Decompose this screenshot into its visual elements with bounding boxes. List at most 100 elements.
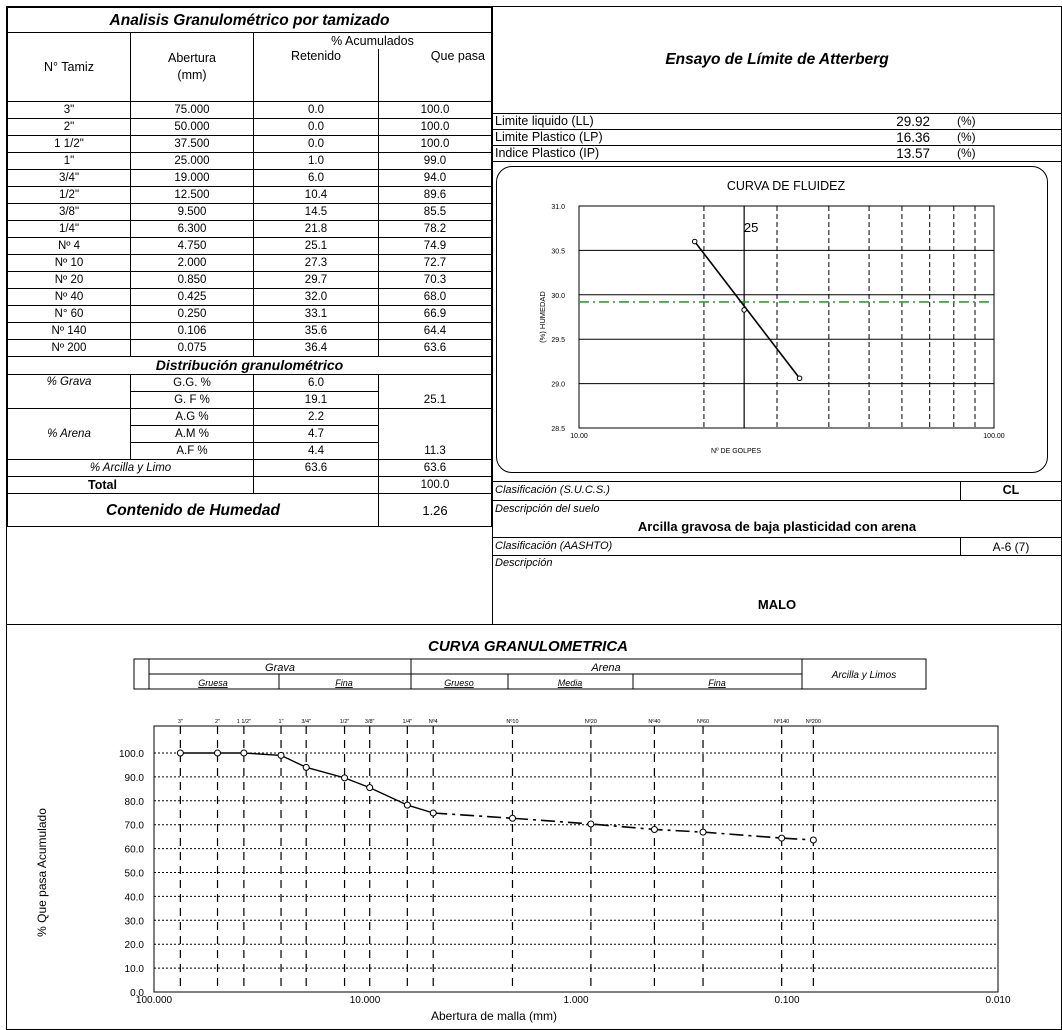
sieve-abertura-cell: 0.075 (130, 339, 254, 357)
sieve-abertura-cell: 9.500 (130, 203, 254, 221)
gran-sieve-label: Nº10 (506, 718, 518, 725)
sieve-table-title: Analisis Granulométrico por tamizado (7, 7, 492, 33)
arena-label: % Arena (7, 408, 131, 460)
gran-point (587, 820, 595, 828)
gran-ytick-label: 80.0 (125, 797, 145, 808)
gg-value: 6.0 (253, 374, 379, 392)
desc2-label: Descripción (495, 557, 553, 569)
desc-label: Descripción del suelo (495, 503, 600, 515)
class-rule-1 (492, 481, 1062, 482)
sieve-quepasa-cell: 100.0 (378, 135, 492, 153)
atterberg-bottom-rule (492, 161, 1062, 162)
sieve-row: 3" 75.000 0.0 100.0 (7, 101, 492, 119)
gran-point (302, 763, 310, 771)
bottom-rule (6, 624, 1062, 625)
sieve-retenido-cell: 0.0 (253, 118, 379, 136)
sieve-rows: 3" 75.000 0.0 100.0 2" 50.000 0.0 100.0 1 1/2" 37… (7, 101, 492, 357)
ag-label: A.G % (130, 408, 254, 426)
sieve-quepasa-cell: 72.7 (378, 254, 492, 272)
atterberg-row-rule (492, 129, 1062, 130)
class-rule-4 (492, 555, 1062, 556)
sieve-retenido-cell: 35.6 (253, 322, 379, 340)
sieve-tamiz-cell: 3/4" (7, 169, 131, 187)
sieve-quepasa-cell: 64.4 (378, 322, 492, 340)
gran-point (366, 784, 374, 792)
gran-sieve-label: Nº200 (806, 718, 821, 725)
total-value: 100.0 (378, 476, 492, 494)
gran-header-gruesa: Gruesa (198, 678, 228, 688)
sieve-retenido-cell: 1.0 (253, 152, 379, 170)
gran-xtick-label: 100.000 (136, 995, 173, 1006)
sieve-row: Nº 10 2.000 27.3 72.7 (7, 254, 492, 272)
arena-total: 11.3 (378, 408, 492, 460)
sieve-row: N° 60 0.250 33.1 66.9 (7, 305, 492, 323)
sieve-retenido-cell: 25.1 (253, 237, 379, 255)
gf-value: 19.1 (253, 391, 379, 409)
gran-header-arcilla: Arcilla y Limos (831, 670, 896, 681)
sieve-retenido-cell: 36.4 (253, 339, 379, 357)
col-acumulados: % Acumulados (253, 32, 492, 49)
granulometric-chart: CURVA GRANULOMETRICA Grava Arena Arcilla y … (35, 638, 1011, 1023)
gran-point (429, 809, 437, 817)
gf-label: G. F % (130, 391, 254, 409)
sieve-abertura-cell: 75.000 (130, 101, 254, 119)
class-rule-3 (492, 537, 1062, 538)
sieve-row: 1/2" 12.500 10.4 89.6 (7, 186, 492, 204)
sieve-row: 1" 25.000 1.0 99.0 (7, 152, 492, 170)
sieve-row: 1/4" 6.300 21.8 78.2 (7, 220, 492, 238)
sieve-tamiz-cell: 3/8" (7, 203, 131, 221)
sieve-retenido-cell: 27.3 (253, 254, 379, 272)
gran-header-arena: Arena (590, 662, 620, 674)
sieve-quepasa-cell: 63.6 (378, 339, 492, 357)
sieve-retenido-cell: 32.0 (253, 288, 379, 306)
gran-point (403, 801, 411, 809)
gran-point (508, 814, 516, 822)
ag-value: 2.2 (253, 408, 379, 426)
gran-header-grava: Grava (265, 662, 295, 674)
gran-header-fina-arena: Fina (708, 678, 726, 688)
atterberg-value: 29.92 (896, 114, 930, 129)
sieve-retenido-cell: 33.1 (253, 305, 379, 323)
sieve-row: Nº 20 0.850 29.7 70.3 (7, 271, 492, 289)
col-retenido: Retenido (253, 49, 379, 102)
sucs-divider (960, 481, 961, 500)
gran-header-media: Media (558, 678, 583, 688)
desc-value: Arcilla gravosa de baja plasticidad con … (637, 519, 917, 534)
fluidez-ytick-label: 28.5 (551, 426, 565, 433)
gran-sieve-label: 3/8" (365, 719, 375, 725)
sieve-quepasa-cell: 66.9 (378, 305, 492, 323)
sieve-abertura-cell: 25.000 (130, 152, 254, 170)
total-empty (253, 476, 379, 494)
fluidez-ytick-label: 30.5 (551, 248, 565, 255)
gran-sieve-label: 2" (215, 719, 220, 725)
gran-point (341, 774, 349, 782)
sieve-table: Analisis Granulométrico por tamizado N° … (7, 7, 492, 527)
gg-label: G.G. % (130, 374, 254, 392)
fluidez-point (691, 238, 698, 245)
atterberg-value: 13.57 (896, 146, 930, 161)
sieve-retenido-cell: 6.0 (253, 169, 379, 187)
col-quepasa: Que pasa (378, 49, 492, 102)
arcilla-label: % Arcilla y Limo (7, 459, 254, 477)
fluidez-ytick-label: 30.0 (551, 293, 565, 300)
sieve-quepasa-cell: 94.0 (378, 169, 492, 187)
gran-title: CURVA GRANULOMETRICA (428, 638, 628, 655)
sieve-tamiz-cell: 3" (7, 101, 131, 119)
gran-sieve-label: 1 1/2" (237, 719, 251, 725)
arcilla-total: 63.6 (378, 459, 492, 477)
gran-ytick-label: 50.0 (125, 869, 145, 880)
gran-xtick-label: 0.100 (774, 995, 799, 1006)
sieve-abertura-cell: 0.106 (130, 322, 254, 340)
sucs-label: Clasificación (S.U.C.S.) (495, 484, 610, 496)
aashto-divider (960, 537, 961, 555)
col-abertura: Abertura (mm) (130, 32, 254, 102)
sieve-tamiz-cell: 2" (7, 118, 131, 136)
sieve-retenido-cell: 0.0 (253, 135, 379, 153)
sieve-quepasa-cell: 78.2 (378, 220, 492, 238)
atterberg-unit: (%) (957, 114, 976, 128)
gran-header-fina-grava: Fina (335, 678, 353, 688)
fluidez-xtick-label: 100.00 (983, 433, 1005, 440)
sieve-quepasa-cell: 99.0 (378, 152, 492, 170)
sieve-tamiz-cell: 1/4" (7, 220, 131, 238)
atterberg-top-rule (492, 113, 1062, 114)
